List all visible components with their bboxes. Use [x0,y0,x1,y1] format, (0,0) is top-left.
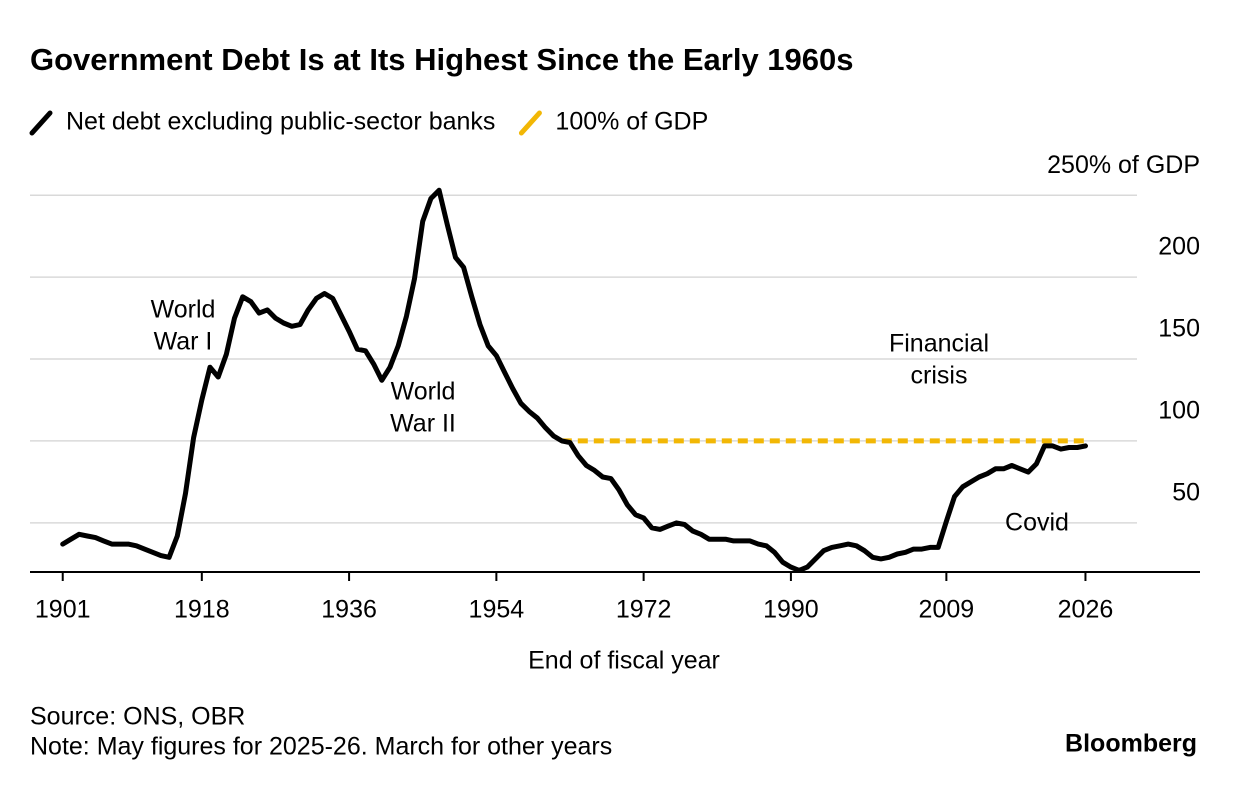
annotation: World [151,296,216,324]
x-tick-label: 1990 [763,596,819,624]
annotation: Financial [889,330,989,358]
y-tick-label: 50 [1172,478,1200,506]
source: Source: ONS, OBR [30,703,245,731]
annotation: crisis [911,362,968,390]
legend-swatch [518,110,542,136]
x-tick-label: 1936 [321,596,377,624]
note: Note: May figures for 2025-26. March for… [30,733,612,761]
x-tick-label: 1972 [616,596,672,624]
y-tick-label: 150 [1158,315,1200,343]
chart-title: Government Debt Is at Its Highest Since … [30,42,854,77]
y-tick-label: 200 [1158,233,1200,261]
legend-label: Net debt excluding public-sector banks [66,108,495,136]
annotation: War I [154,328,213,356]
y-tick-label: 250% of GDP [1047,151,1200,179]
brand: Bloomberg [1065,730,1197,758]
x-tick-label: 2009 [919,596,975,624]
x-tick-label: 1954 [469,596,525,624]
x-axis-label: End of fiscal year [528,647,720,675]
y-tick-label: 100 [1158,397,1200,425]
line [60,187,1088,573]
annotation: War II [390,410,456,438]
x-tick-label: 1918 [174,596,230,624]
legend-swatch [29,110,53,136]
legend-label: 100% of GDP [555,108,708,136]
x-tick-label: 2026 [1058,596,1114,624]
annotation: World [391,378,456,406]
x-tick-label: 1901 [35,596,91,624]
annotation: Covid [1005,509,1069,537]
